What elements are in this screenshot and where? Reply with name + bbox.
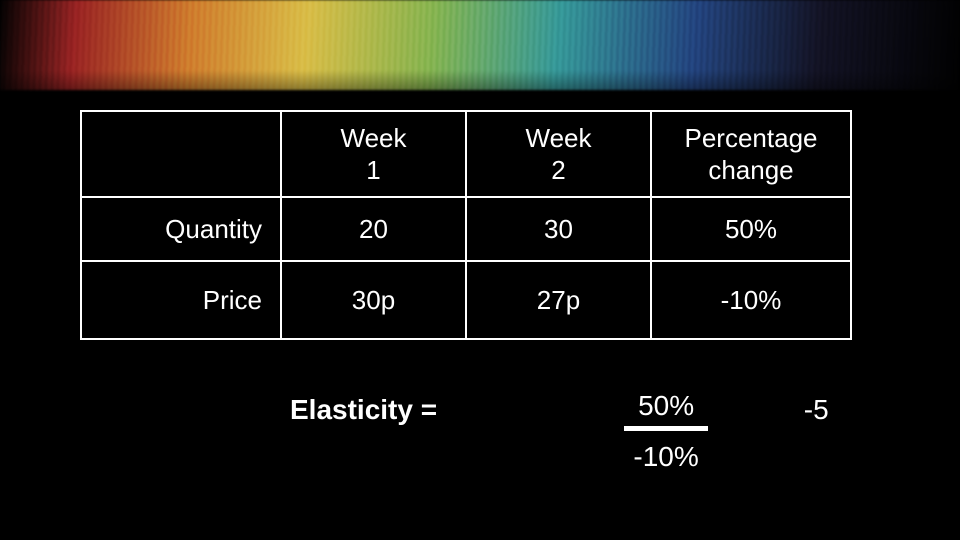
header-text: Percentage — [652, 122, 850, 155]
row-label-price: Price — [81, 261, 281, 339]
formula-fraction: 50% -10% — [578, 390, 753, 473]
header-text: Week — [467, 122, 650, 155]
formula-numerator: 50% — [624, 390, 708, 431]
table-header-week1: Week 1 — [281, 111, 466, 197]
cell-quantity-week2: 30 — [466, 197, 651, 261]
slide-content: Week 1 Week 2 Percentage change Quantity… — [0, 110, 960, 473]
elasticity-formula: Elasticity = 50% -10% -5 — [290, 390, 920, 473]
elasticity-table: Week 1 Week 2 Percentage change Quantity… — [80, 110, 852, 340]
table-row: Price 30p 27p -10% — [81, 261, 851, 339]
row-label-quantity: Quantity — [81, 197, 281, 261]
table-header-week2: Week 2 — [466, 111, 651, 197]
table-header-blank — [81, 111, 281, 197]
formula-label: Elasticity = — [290, 390, 528, 426]
header-text: 1 — [282, 154, 465, 187]
cell-price-week2: 27p — [466, 261, 651, 339]
cell-quantity-week1: 20 — [281, 197, 466, 261]
formula-denominator: -10% — [633, 431, 698, 473]
decorative-header-gradient — [0, 0, 960, 90]
header-text: 2 — [467, 154, 650, 187]
header-text: Week — [282, 122, 465, 155]
cell-quantity-pct: 50% — [651, 197, 851, 261]
formula-result: -5 — [804, 390, 920, 426]
cell-price-week1: 30p — [281, 261, 466, 339]
header-text: change — [652, 154, 850, 187]
table-header-row: Week 1 Week 2 Percentage change — [81, 111, 851, 197]
cell-price-pct: -10% — [651, 261, 851, 339]
table-row: Quantity 20 30 50% — [81, 197, 851, 261]
table-header-pct: Percentage change — [651, 111, 851, 197]
